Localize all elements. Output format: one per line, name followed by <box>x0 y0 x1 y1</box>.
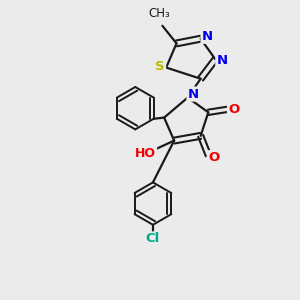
Text: O: O <box>208 151 219 164</box>
Text: N: N <box>202 30 213 43</box>
Text: O: O <box>228 103 239 116</box>
Text: Cl: Cl <box>146 232 160 245</box>
Text: N: N <box>216 54 227 67</box>
Text: N: N <box>188 88 199 100</box>
Text: HO: HO <box>135 147 156 160</box>
Text: S: S <box>155 60 165 73</box>
Text: CH₃: CH₃ <box>148 8 170 20</box>
